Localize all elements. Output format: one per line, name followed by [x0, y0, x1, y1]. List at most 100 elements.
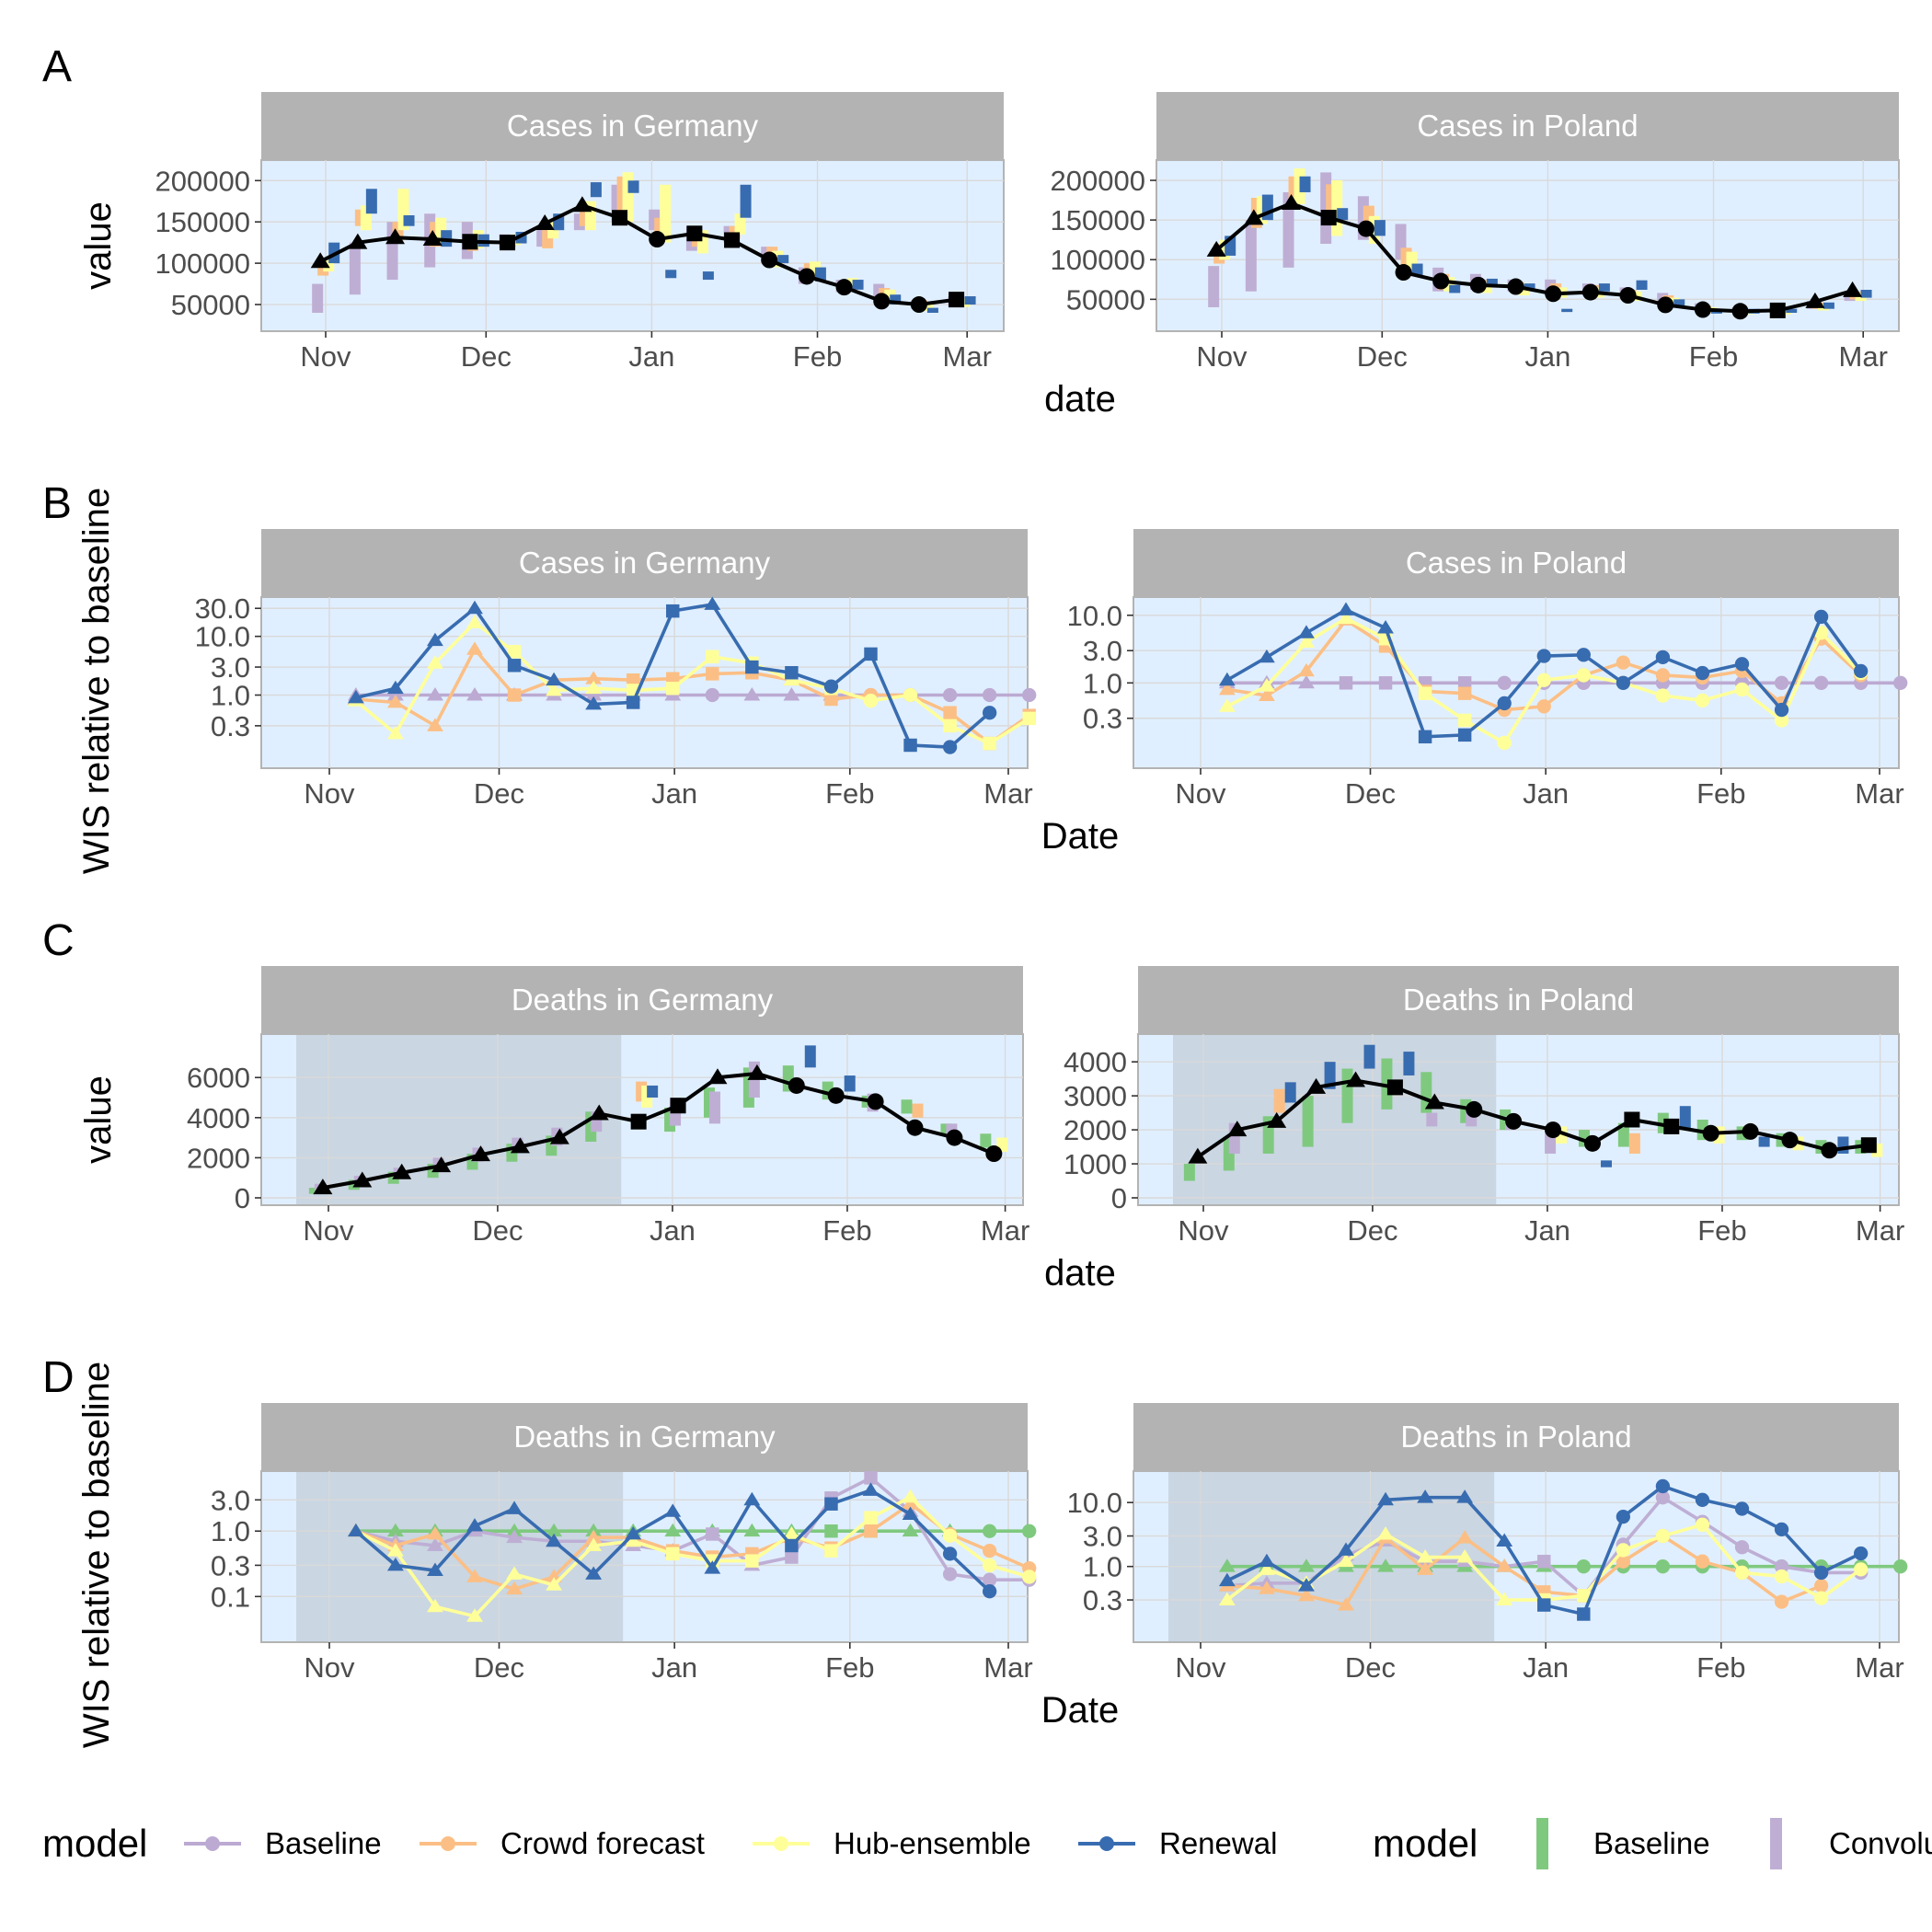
series-point-hub — [427, 655, 443, 669]
forecast-range-renewal — [852, 280, 864, 290]
y-tick-label: 200000 — [155, 165, 250, 197]
y-tick-label: 1.0 — [211, 680, 250, 712]
series-point-renewal — [507, 659, 522, 673]
series-point-renewal — [785, 666, 799, 680]
series-point-hub — [1497, 735, 1512, 751]
series-point-renewal — [466, 600, 483, 615]
series-point-hub — [745, 1554, 759, 1568]
forecast-range-renewal — [890, 294, 902, 305]
observed-point — [910, 296, 927, 314]
series-point-hub — [1298, 634, 1315, 648]
series-point-crowd — [1813, 1578, 1829, 1593]
forecast-range-renewal — [627, 180, 639, 193]
series-point-baseline_bar — [824, 1524, 838, 1538]
series-point-hub — [1616, 1543, 1630, 1558]
series-point-hub — [1655, 1528, 1671, 1544]
series-point-baseline_bar — [983, 1524, 997, 1538]
series-point-baseline_line — [1813, 675, 1829, 690]
series-point-renewal — [1577, 1607, 1591, 1621]
legend-title: model — [42, 1822, 147, 1865]
series-line-hub — [355, 1495, 1030, 1618]
observed-point — [707, 1068, 728, 1085]
forecast-range-renewal — [1598, 283, 1610, 292]
observed-point — [873, 293, 891, 310]
observed-point — [1663, 1118, 1680, 1134]
x-tick-label: Nov — [1196, 340, 1248, 373]
series-point-hub — [1813, 626, 1829, 640]
series-point-renewal — [506, 1501, 523, 1514]
series-point-baseline_bar — [1893, 1559, 1908, 1574]
series-point-baseline_line — [1497, 675, 1512, 690]
observed-point — [949, 292, 965, 308]
series-point-hub — [1695, 693, 1710, 708]
x-tick-label: Jan — [1523, 1651, 1569, 1684]
y-tick-label: 1.0 — [211, 1515, 250, 1547]
observed-point — [985, 1145, 1003, 1163]
series-point-hub — [1496, 1592, 1513, 1606]
forecast-range-convolution — [349, 242, 361, 295]
series-point-hub — [386, 725, 404, 740]
facet-title: Cases in Poland — [1417, 109, 1638, 143]
y-axis-title-b: WIS relative to baseline — [76, 488, 117, 874]
forecast-range-renewal — [1636, 280, 1648, 290]
forecast-range-renewal — [1600, 1160, 1612, 1167]
legend-label: Convolution — [1829, 1826, 1932, 1860]
x-tick-label: Dec — [474, 1651, 524, 1684]
legend-item: Crowd forecast — [420, 1826, 705, 1860]
series-point-baseline_bar — [1218, 1558, 1236, 1572]
forecast-range-crowd — [1628, 1133, 1640, 1154]
x-tick-label: Mar — [1855, 1651, 1903, 1684]
series-point-convolution — [864, 1471, 878, 1485]
forecast-range-renewal — [403, 215, 415, 226]
series-point-renewal — [1418, 730, 1432, 744]
observed-point — [630, 1113, 647, 1130]
series-point-baseline_bar — [902, 1523, 919, 1537]
series-point-hub — [1536, 673, 1551, 687]
forecast-range-renewal — [1363, 1044, 1375, 1069]
series-point-renewal — [1377, 1491, 1394, 1506]
series-point-renewal — [1576, 648, 1591, 662]
series-point-hub — [666, 682, 680, 696]
x-tick-label: Mar — [1839, 340, 1888, 373]
row-c: C Deaths in Germany 0 2000 4000 6000 Nov Dec Jan… — [42, 916, 1904, 1294]
series-point-baseline_line — [1022, 687, 1037, 703]
observed-point — [310, 252, 330, 269]
legend-label: Baseline — [1593, 1826, 1710, 1860]
series-point-renewal — [1377, 620, 1394, 634]
series-point-hub — [1218, 698, 1236, 712]
x-tick-label: Mar — [981, 1214, 1029, 1247]
series-point-hub — [942, 1528, 958, 1543]
series-point-renewal — [1496, 1533, 1513, 1547]
series-point-hub — [546, 682, 563, 696]
series-point-crowd — [1298, 662, 1315, 677]
observed-point — [1282, 194, 1302, 211]
series-point-renewal — [1734, 1501, 1750, 1516]
x-tick-label: Jan — [1523, 777, 1569, 810]
series-point-baseline_line — [466, 687, 483, 701]
x-tick-label: Jan — [650, 1214, 696, 1247]
y-tick-label: 150000 — [155, 206, 250, 238]
observed-point — [1206, 240, 1226, 257]
series-point-renewal — [1298, 625, 1315, 638]
legend-key-bar — [1770, 1818, 1782, 1869]
forecast-range-renewal — [647, 1085, 659, 1098]
forecast-range-renewal — [1284, 1082, 1296, 1103]
forecast-range-baseline_bar — [1341, 1068, 1353, 1123]
series-point-hub — [983, 1558, 997, 1573]
x-tick-label: Mar — [1856, 1214, 1904, 1247]
observed-point — [724, 232, 741, 248]
y-tick-label: 6000 — [187, 1062, 250, 1094]
series-point-hub — [1774, 1569, 1789, 1584]
forecast-range-renewal — [844, 1075, 856, 1092]
series-point-crowd — [983, 1543, 997, 1558]
series-point-hub — [1576, 668, 1591, 683]
series-point-renewal — [1417, 1489, 1434, 1503]
series-point-baseline_line — [1893, 675, 1908, 690]
forecast-range-renewal — [964, 296, 976, 305]
observed-point — [827, 1087, 845, 1104]
facet-strip — [1138, 966, 1899, 1034]
series-point-crowd — [386, 694, 404, 708]
series-point-convolution — [942, 1567, 958, 1581]
forecast-range-baseline_bar — [1302, 1096, 1314, 1147]
